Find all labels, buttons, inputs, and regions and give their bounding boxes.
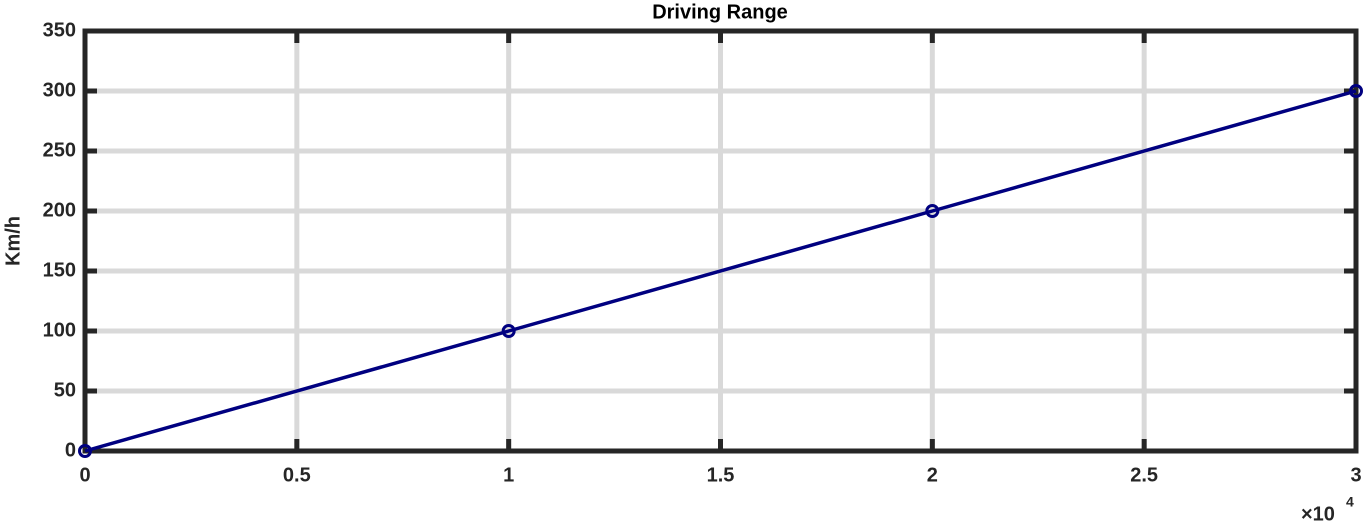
- marker: [78, 444, 92, 458]
- y-tick-label: 250: [43, 139, 76, 161]
- chart-title: Driving Range: [652, 1, 788, 23]
- x-tick-label: 2: [927, 464, 938, 486]
- x-tick-label: 0.5: [283, 464, 311, 486]
- axes-frame: [82, 28, 1359, 454]
- marker: [1349, 84, 1363, 98]
- y-tick-label: 300: [43, 79, 76, 101]
- y-axis-label: Km/h: [2, 216, 24, 266]
- x-tick-label: 2.5: [1130, 464, 1158, 486]
- y-tick-label: 0: [65, 439, 76, 461]
- x-tick-label: 0: [79, 464, 90, 486]
- marker: [501, 324, 516, 338]
- marker: [925, 204, 940, 218]
- x-tick-label: 1: [503, 464, 514, 486]
- x-tick-label: 3: [1350, 464, 1361, 486]
- y-tick-label: 200: [43, 199, 76, 221]
- line: [84, 89, 1357, 453]
- y-tick-label: 150: [43, 259, 76, 281]
- x-scale-exponent: 4: [1346, 494, 1354, 510]
- y-tick-label: 50: [54, 379, 76, 401]
- y-tick-label: 350: [43, 19, 76, 41]
- y-tick-label: 100: [43, 319, 76, 341]
- x-tick-label: 1.5: [707, 464, 735, 486]
- x-scale-label: ×10: [1301, 503, 1335, 525]
